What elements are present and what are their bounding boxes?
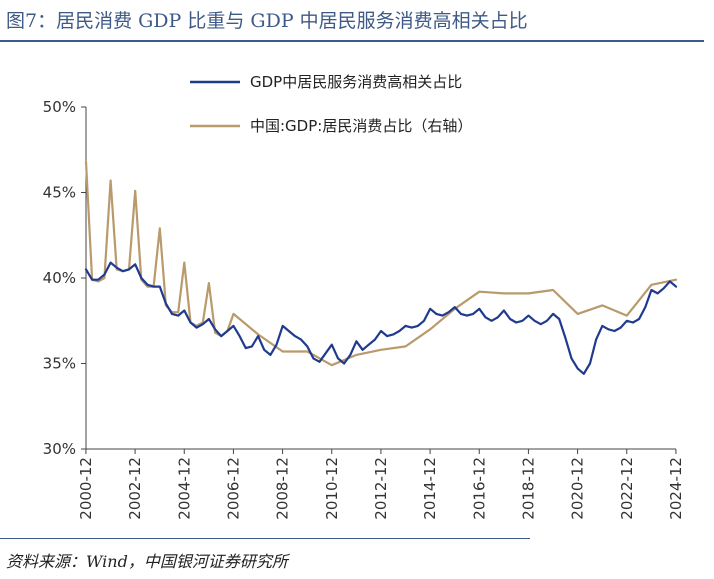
title-divider	[0, 40, 704, 42]
x-tick-label: 2022-12	[618, 457, 636, 520]
x-tick-label: 2002-12	[126, 457, 144, 520]
series-line	[84, 261, 678, 375]
x-tick-label: 2018-12	[519, 457, 537, 520]
y-axis: 30% 35% 40% 45% 50%	[43, 98, 87, 458]
x-tick-label: 2000-12	[77, 457, 95, 520]
source-divider	[0, 538, 530, 539]
x-tick-label: 2008-12	[274, 457, 292, 520]
y-tick-label: 35%	[43, 355, 76, 373]
x-tick-label: 2004-12	[175, 457, 193, 520]
source-note: 资料来源：Wind，中国银河证券研究所	[6, 552, 288, 571]
legend-label: 中国:GDP:居民消费占比（右轴）	[250, 117, 472, 135]
series-layer	[84, 160, 678, 375]
x-tick-label: 2024-12	[667, 457, 685, 520]
x-tick-label: 2006-12	[224, 457, 242, 520]
y-tick-label: 45%	[43, 184, 76, 202]
x-tick-label: 2010-12	[323, 457, 341, 520]
y-tick-label: 40%	[43, 269, 76, 287]
x-tick-label: 2016-12	[470, 457, 488, 520]
x-tick-label: 2012-12	[372, 457, 390, 520]
x-tick-label: 2020-12	[569, 457, 587, 520]
x-axis: 2000-12 2002-12 2004-12 2006-12 2008-12 2010-…	[77, 448, 685, 520]
series-line	[84, 160, 678, 367]
y-tick-label: 30%	[43, 440, 76, 458]
figure-title: 图7：居民消费 GDP 比重与 GDP 中居民服务消费高相关占比	[6, 10, 528, 32]
legend-label: GDP中居民服务消费高相关占比	[250, 73, 462, 91]
x-tick-label: 2014-12	[421, 457, 439, 520]
y-tick-label: 50%	[43, 98, 76, 116]
line-chart: 30%35%40%45%50% 2000-12 2002-12 2004-12 200…	[43, 73, 685, 520]
